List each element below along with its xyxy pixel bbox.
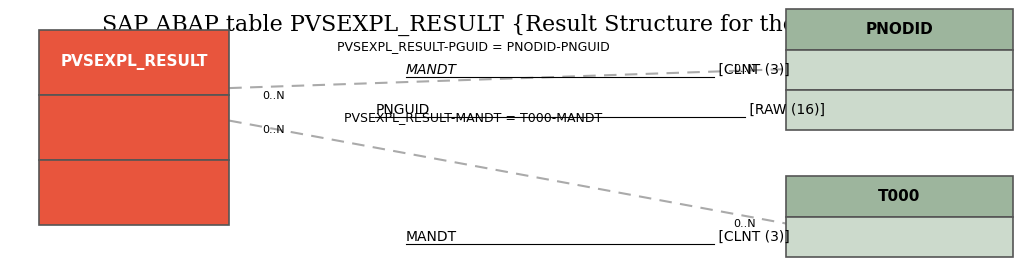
Text: [RAW (16)]: [RAW (16)] [0, 185, 29, 199]
Text: PNGUID [RAW (16)]: PNGUID [RAW (16)] [833, 103, 966, 117]
FancyBboxPatch shape [786, 217, 1013, 257]
Text: PVSEXPL_RESULT-MANDT = T000-MANDT: PVSEXPL_RESULT-MANDT = T000-MANDT [343, 111, 602, 124]
FancyBboxPatch shape [786, 176, 1013, 217]
FancyBboxPatch shape [786, 50, 1013, 90]
Text: 0..N: 0..N [733, 64, 756, 74]
Text: PVSEXPL_RESULT: PVSEXPL_RESULT [61, 54, 208, 70]
FancyBboxPatch shape [786, 9, 1013, 50]
Text: 0..N: 0..N [733, 219, 756, 228]
Text: [CLNT (3)]: [CLNT (3)] [714, 230, 791, 244]
Text: PVSEXPL_RESULT-PGUID = PNODID-PNGUID: PVSEXPL_RESULT-PGUID = PNODID-PNGUID [336, 40, 610, 53]
FancyBboxPatch shape [39, 30, 229, 95]
Text: MANDT: MANDT [406, 230, 457, 244]
FancyBboxPatch shape [39, 95, 229, 160]
Text: 0..N: 0..N [262, 91, 285, 101]
Text: [CLNT (3)]: [CLNT (3)] [0, 120, 25, 134]
FancyBboxPatch shape [786, 90, 1013, 130]
Text: MANDT: MANDT [406, 63, 457, 77]
Text: PGUID [RAW (16)]: PGUID [RAW (16)] [72, 185, 196, 199]
Text: SAP ABAP table PVSEXPL_RESULT {Result Structure for the Explosion}: SAP ABAP table PVSEXPL_RESULT {Result St… [102, 14, 926, 36]
FancyBboxPatch shape [39, 160, 229, 225]
Text: MANDT [CLNT (3)]: MANDT [CLNT (3)] [836, 230, 963, 244]
Text: PNGUID: PNGUID [375, 103, 430, 117]
Text: MANDT [CLNT (3)]: MANDT [CLNT (3)] [836, 63, 963, 77]
Text: PNODID: PNODID [866, 22, 933, 37]
Text: 0..N: 0..N [262, 125, 285, 135]
Text: [CLNT (3)]: [CLNT (3)] [714, 63, 791, 77]
Text: T000: T000 [878, 189, 921, 204]
Text: [RAW (16)]: [RAW (16)] [745, 103, 825, 117]
Text: MANDT [CLNT (3)]: MANDT [CLNT (3)] [71, 120, 197, 134]
